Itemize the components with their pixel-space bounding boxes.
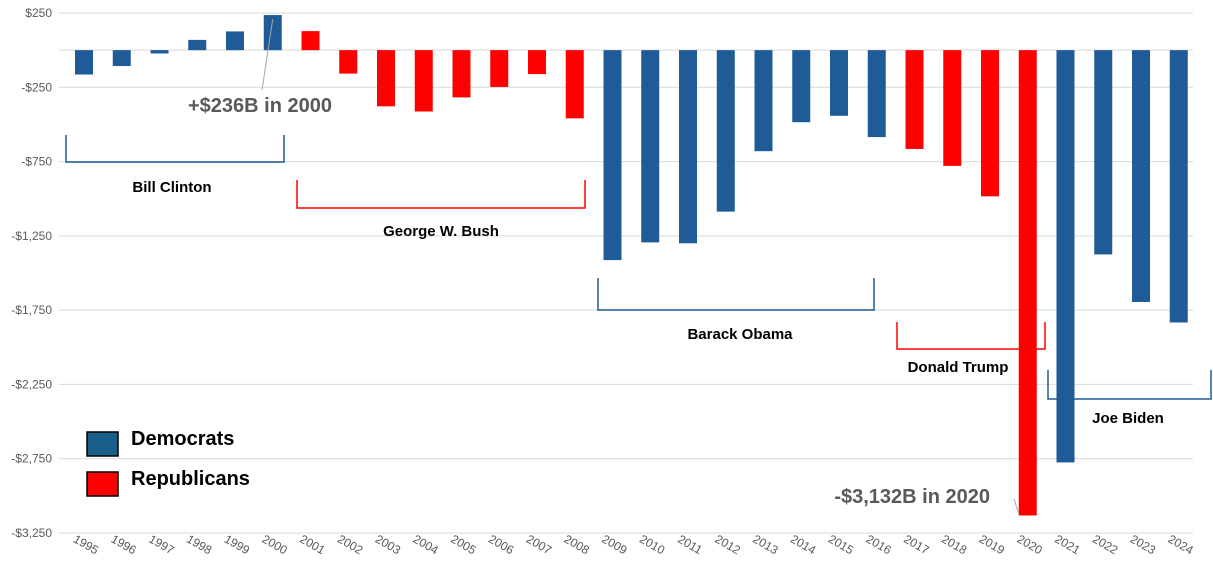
x-tick-label: 2010 <box>637 532 667 558</box>
y-tick-label: -$2,750 <box>11 452 52 466</box>
president-bracket <box>65 135 285 163</box>
bar-2007 <box>528 50 546 75</box>
bar-2005 <box>452 50 471 98</box>
bar-2014 <box>792 50 811 123</box>
bar-2012 <box>716 50 735 212</box>
x-tick-label: 2020 <box>1015 532 1045 558</box>
x-tick-label: 1996 <box>109 532 139 558</box>
bar-2000 <box>263 15 282 51</box>
bar-2020 <box>1018 50 1037 516</box>
bar-2011 <box>679 50 697 244</box>
callout-leader-line <box>1013 498 1020 514</box>
x-tick-label: 2001 <box>297 532 327 558</box>
y-tick-label: -$750 <box>21 155 52 169</box>
bar-2022 <box>1094 50 1113 255</box>
x-tick-label: 2012 <box>713 532 743 558</box>
x-tick-label: 2015 <box>826 532 856 558</box>
y-tick-label: -$250 <box>21 80 52 94</box>
bar-2003 <box>377 50 395 107</box>
legend-swatch-D <box>86 431 119 457</box>
y-tick-label: -$1,250 <box>11 229 52 243</box>
bar-2004 <box>414 50 433 112</box>
x-tick-label: 1999 <box>222 532 252 558</box>
bar-1997 <box>150 50 169 54</box>
bar-2017 <box>905 50 924 149</box>
bar-1999 <box>226 31 244 51</box>
bar-2002 <box>339 50 358 74</box>
bar-2013 <box>754 50 773 152</box>
bar-1995 <box>75 50 93 75</box>
annotations: +$236B in 2000 -$3,132B in 2020 <box>188 19 1020 514</box>
callout-2000: +$236B in 2000 <box>188 95 332 117</box>
president-label: Bill Clinton <box>132 179 211 196</box>
bars <box>75 15 1188 516</box>
x-tick-label: 2003 <box>373 532 403 558</box>
president-bracket <box>597 278 875 311</box>
x-tick-label: 2017 <box>901 532 931 558</box>
x-axis-ticks: 1995 1996 1997 1998 1999 2000 2001 2002 2003 2004… <box>71 532 1196 558</box>
x-tick-label: 2011 <box>675 532 705 557</box>
president-label: Barack Obama <box>687 326 793 343</box>
president-label: George W. Bush <box>383 223 499 240</box>
legend-label: Republicans <box>131 468 250 490</box>
x-tick-label: 2002 <box>335 532 365 558</box>
y-tick-label: -$3,250 <box>11 526 52 540</box>
president-label: Joe Biden <box>1092 410 1164 427</box>
x-tick-label: 2004 <box>411 532 441 558</box>
x-tick-label: 2016 <box>864 532 894 558</box>
legend: Democrats Republicans <box>86 428 250 497</box>
legend-label: Democrats <box>131 428 234 450</box>
bar-2001 <box>301 31 320 51</box>
x-tick-label: 2022 <box>1090 532 1120 558</box>
x-tick-label: 2024 <box>1166 532 1196 558</box>
x-tick-label: 2000 <box>260 532 290 558</box>
x-tick-label: 1998 <box>184 532 214 558</box>
x-tick-label: 1995 <box>71 532 101 558</box>
x-tick-label: 1997 <box>146 532 176 558</box>
bar-2019 <box>981 50 999 197</box>
x-tick-label: 2007 <box>524 532 554 558</box>
x-tick-label: 2023 <box>1128 532 1158 558</box>
y-tick-label: -$1,750 <box>11 303 52 317</box>
x-tick-label: 2019 <box>977 532 1007 558</box>
bar-2009 <box>603 50 622 261</box>
x-tick-label: 2013 <box>750 532 780 558</box>
bar-2024 <box>1169 50 1188 323</box>
president-bracket <box>296 180 586 209</box>
bar-2016 <box>867 50 886 138</box>
x-tick-label: 2005 <box>448 532 478 558</box>
bar-2018 <box>943 50 962 166</box>
y-axis-ticks: $250 -$250 -$750 -$1,250 -$1,750 -$2,250 -$2,7… <box>11 6 52 540</box>
x-tick-label: 2008 <box>562 532 592 558</box>
president-brackets: Bill Clinton George W. Bush Barack Obama Do… <box>65 135 1212 427</box>
bar-2021 <box>1056 50 1075 463</box>
callout-leader-line <box>261 19 274 91</box>
x-tick-label: 2021 <box>1052 532 1082 558</box>
bar-2010 <box>641 50 660 243</box>
y-tick-label: -$2,250 <box>11 377 52 391</box>
bar-2006 <box>490 50 509 87</box>
x-tick-label: 2018 <box>939 532 969 558</box>
bar-2023 <box>1132 50 1150 302</box>
callout-2020: -$3,132B in 2020 <box>834 486 990 508</box>
x-tick-label: 2014 <box>788 532 818 558</box>
bar-1998 <box>188 39 207 51</box>
bar-2015 <box>830 50 848 116</box>
legend-swatch-R <box>86 471 119 497</box>
y-tick-label: $250 <box>25 6 52 20</box>
bar-2008 <box>565 50 584 119</box>
bar-1996 <box>112 50 131 67</box>
president-bracket <box>896 322 1046 350</box>
x-tick-label: 2006 <box>486 532 516 558</box>
president-bracket <box>1047 370 1212 400</box>
president-label: Donald Trump <box>908 359 1009 376</box>
x-tick-label: 2009 <box>599 532 629 558</box>
